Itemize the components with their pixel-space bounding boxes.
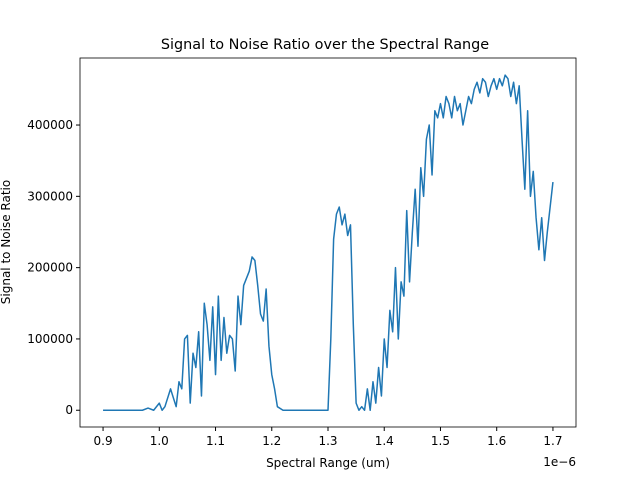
y-tick-label: 300000 — [27, 189, 73, 203]
x-tick-label: 0.9 — [94, 434, 113, 448]
y-tick-label: 200000 — [27, 261, 73, 275]
chart-title: Signal to Noise Ratio over the Spectral … — [161, 37, 489, 53]
y-tick-label: 100000 — [27, 332, 73, 346]
x-tick-label: 1.1 — [206, 434, 225, 448]
x-tick-label: 1.0 — [150, 434, 169, 448]
x-tick-label: 1.2 — [262, 434, 281, 448]
x-tick-label: 1.3 — [318, 434, 337, 448]
x-tick-label: 1.7 — [543, 434, 562, 448]
x-tick-label: 1.5 — [431, 434, 450, 448]
x-tick-label: 1.6 — [487, 434, 506, 448]
plot-frame — [79, 57, 577, 428]
y-axis-label: Signal to Noise Ratio — [0, 180, 13, 304]
x-axis-label: Spectral Range (um) — [266, 456, 390, 470]
line-series — [103, 74, 554, 411]
x-offset-text: 1e−6 — [543, 455, 576, 469]
y-tick-label: 400000 — [27, 118, 73, 132]
x-tick-label: 1.4 — [375, 434, 394, 448]
y-tick-label: 0 — [65, 403, 73, 417]
